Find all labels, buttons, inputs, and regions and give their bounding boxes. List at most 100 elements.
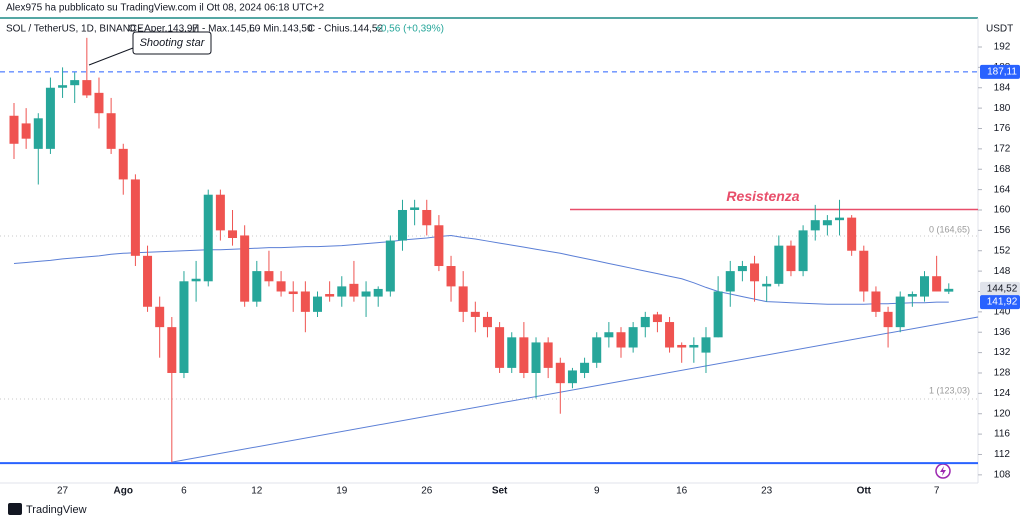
candle-body: [106, 113, 116, 149]
candle-body: [567, 370, 577, 384]
brand: TradingView: [26, 504, 87, 516]
y-tick-label: 192: [994, 42, 1011, 53]
candle-body: [155, 306, 165, 328]
candle-body: [495, 327, 505, 368]
candle-body: [883, 311, 893, 328]
callout: [88, 31, 212, 66]
y-tick-label: 168: [994, 164, 1011, 175]
y-tick-label: 172: [994, 144, 1011, 155]
candle-body: [701, 337, 711, 353]
candle-body: [167, 327, 177, 373]
candle-body: [713, 291, 723, 338]
candle-body: [847, 217, 857, 251]
candle-body: [118, 148, 128, 180]
candle-body: [21, 123, 31, 139]
candle-body: [555, 362, 565, 384]
candle-body: [543, 342, 553, 368]
candle-body: [252, 271, 262, 302]
candle-body: [385, 240, 395, 292]
candle-body: [519, 337, 529, 373]
candle-body: [592, 337, 602, 363]
candle-body: [871, 291, 881, 312]
candle-body: [470, 311, 480, 317]
candle-body: [458, 286, 468, 312]
candle-body: [130, 179, 140, 256]
candle-body: [228, 230, 238, 239]
candle-body: [604, 332, 614, 338]
price-badge: [980, 281, 1020, 296]
candle-body: [616, 332, 626, 348]
x-tick-label: 7: [934, 486, 940, 497]
candle-body: [45, 87, 55, 149]
candle-body: [143, 255, 153, 307]
x-tick-label: 9: [594, 486, 600, 497]
x-tick-label: 23: [761, 486, 773, 497]
candle-body: [215, 194, 225, 231]
candle-body: [191, 278, 201, 282]
candle-body: [920, 276, 929, 297]
candle-body: [410, 207, 420, 210]
callout-label: Shooting star: [140, 37, 206, 49]
change: +0,56 (+0,39%): [375, 24, 444, 35]
publisher: Alex975 ha pubblicato su TradingView.com…: [6, 3, 325, 14]
moving-average: [13, 234, 949, 305]
candle-body: [33, 118, 43, 149]
x-tick-label: 16: [676, 486, 688, 497]
y-tick-label: 112: [994, 449, 1010, 460]
y-tick-label: 180: [994, 103, 1011, 114]
candle-body: [446, 266, 456, 287]
candle-body: [689, 344, 699, 348]
x-tick-label: 26: [421, 486, 433, 497]
y-tick-label: 152: [994, 245, 1011, 256]
candle-body: [337, 286, 347, 297]
candle-body: [944, 288, 954, 292]
candle-body: [774, 245, 784, 284]
candle-body: [507, 337, 517, 368]
price-badge-label: 141,92: [987, 297, 1018, 308]
y-tick-label: 156: [994, 225, 1011, 236]
candle-body: [737, 266, 747, 272]
candle-body: [288, 291, 298, 295]
ohlc-high: H - Max.145,60: [192, 24, 261, 35]
candle-body: [434, 225, 444, 267]
y-tick-label: 164: [994, 184, 1011, 195]
candle-body: [313, 296, 322, 312]
candle-body: [203, 194, 213, 282]
price-badge: [980, 295, 1020, 310]
candle-body: [628, 327, 638, 348]
ohlc-low: L - Min.143,50: [249, 24, 313, 35]
logo-icon: [8, 503, 22, 515]
x-tick-label: Set: [492, 486, 508, 497]
candle-body: [325, 294, 335, 297]
x-tick-label: 12: [251, 486, 263, 497]
candle-body: [652, 314, 662, 323]
y-tick-label: 108: [994, 469, 1011, 480]
y-tick-label: 148: [994, 266, 1011, 277]
trendline: [171, 316, 979, 463]
candle-body: [70, 80, 80, 86]
x-tick-label: Ott: [857, 486, 872, 497]
candle-body: [810, 220, 820, 231]
x-tick-label: 6: [181, 486, 187, 497]
y-tick-label: 128: [994, 368, 1011, 379]
resistance-label: Resistenza: [726, 188, 799, 204]
x-tick-label: 27: [57, 486, 69, 497]
candle-body: [725, 271, 735, 292]
candle-body: [750, 263, 760, 282]
y-tick-label: 184: [994, 82, 1011, 93]
candle-body: [822, 220, 832, 226]
y-tick-label: 132: [994, 347, 1011, 358]
ohlc-open: O - Aper.143,97: [128, 24, 198, 35]
candle-body: [373, 288, 383, 297]
candle-body: [240, 235, 250, 302]
candle-body: [640, 316, 650, 328]
price-badge-label: 144,52: [987, 283, 1018, 294]
candle-body: [361, 291, 371, 297]
candle-body: [58, 85, 68, 88]
candle-body: [762, 283, 772, 287]
x-tick-label: 19: [336, 486, 348, 497]
candle-body: [276, 281, 286, 292]
price-badge: [980, 64, 1020, 79]
price-badge-label: 187,11: [987, 67, 1017, 78]
